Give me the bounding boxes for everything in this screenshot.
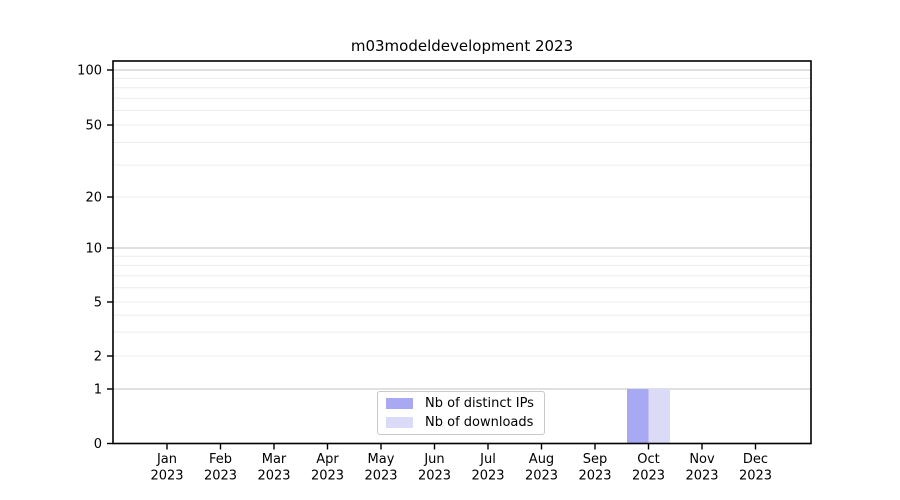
x-tick-label: Jun	[423, 452, 444, 467]
legend-row-downloads: Nb of downloads	[386, 416, 536, 429]
plot-border	[112, 60, 812, 445]
x-tick-label: Mar	[262, 452, 287, 467]
legend-row-distinct-ips: Nb of distinct IPs	[386, 397, 536, 410]
y-tick-label: 0	[94, 437, 102, 452]
y-tick-label: 2	[94, 350, 102, 365]
x-tick-label: Dec	[743, 452, 768, 467]
y-tick-label: 10	[85, 242, 102, 257]
legend-swatch-downloads	[386, 417, 413, 428]
x-tick-year-label: 2023	[364, 469, 397, 484]
x-tick-label: Aug	[529, 452, 554, 467]
x-tick-label: Apr	[316, 452, 339, 467]
x-tick-year-label: 2023	[150, 469, 183, 484]
x-tick-year-label: 2023	[418, 469, 451, 484]
x-tick-year-label: 2023	[204, 469, 237, 484]
x-tick-label: Feb	[209, 452, 232, 467]
legend-label-downloads: Nb of downloads	[425, 415, 534, 430]
x-tick-label: Oct	[637, 452, 659, 467]
x-tick-year-label: 2023	[525, 469, 558, 484]
bar-distinct-ips	[627, 389, 649, 444]
x-tick-label: May	[368, 452, 395, 467]
x-tick-label: Sep	[583, 452, 608, 467]
x-tick-year-label: 2023	[578, 469, 611, 484]
x-tick-year-label: 2023	[685, 469, 718, 484]
x-tick-year-label: 2023	[257, 469, 290, 484]
legend-swatch-distinct-ips	[386, 398, 413, 409]
x-tick-year-label: 2023	[632, 469, 665, 484]
y-tick-label: 5	[94, 296, 102, 311]
bar-downloads	[648, 389, 670, 444]
legend: Nb of distinct IPs Nb of downloads	[377, 391, 545, 435]
x-tick-year-label: 2023	[311, 469, 344, 484]
x-tick-label: Jan	[156, 452, 177, 467]
y-tick-label: 20	[85, 191, 102, 206]
legend-label-distinct-ips: Nb of distinct IPs	[425, 396, 534, 411]
x-tick-year-label: 2023	[471, 469, 504, 484]
y-tick-label: 50	[85, 119, 102, 134]
y-tick-label: 100	[77, 64, 102, 79]
chart-title: m03modeldevelopment 2023	[350, 37, 574, 55]
x-tick-year-label: 2023	[739, 469, 772, 484]
x-tick-label: Nov	[689, 452, 715, 467]
x-tick-label: Jul	[479, 452, 496, 467]
y-tick-label: 1	[94, 383, 102, 398]
